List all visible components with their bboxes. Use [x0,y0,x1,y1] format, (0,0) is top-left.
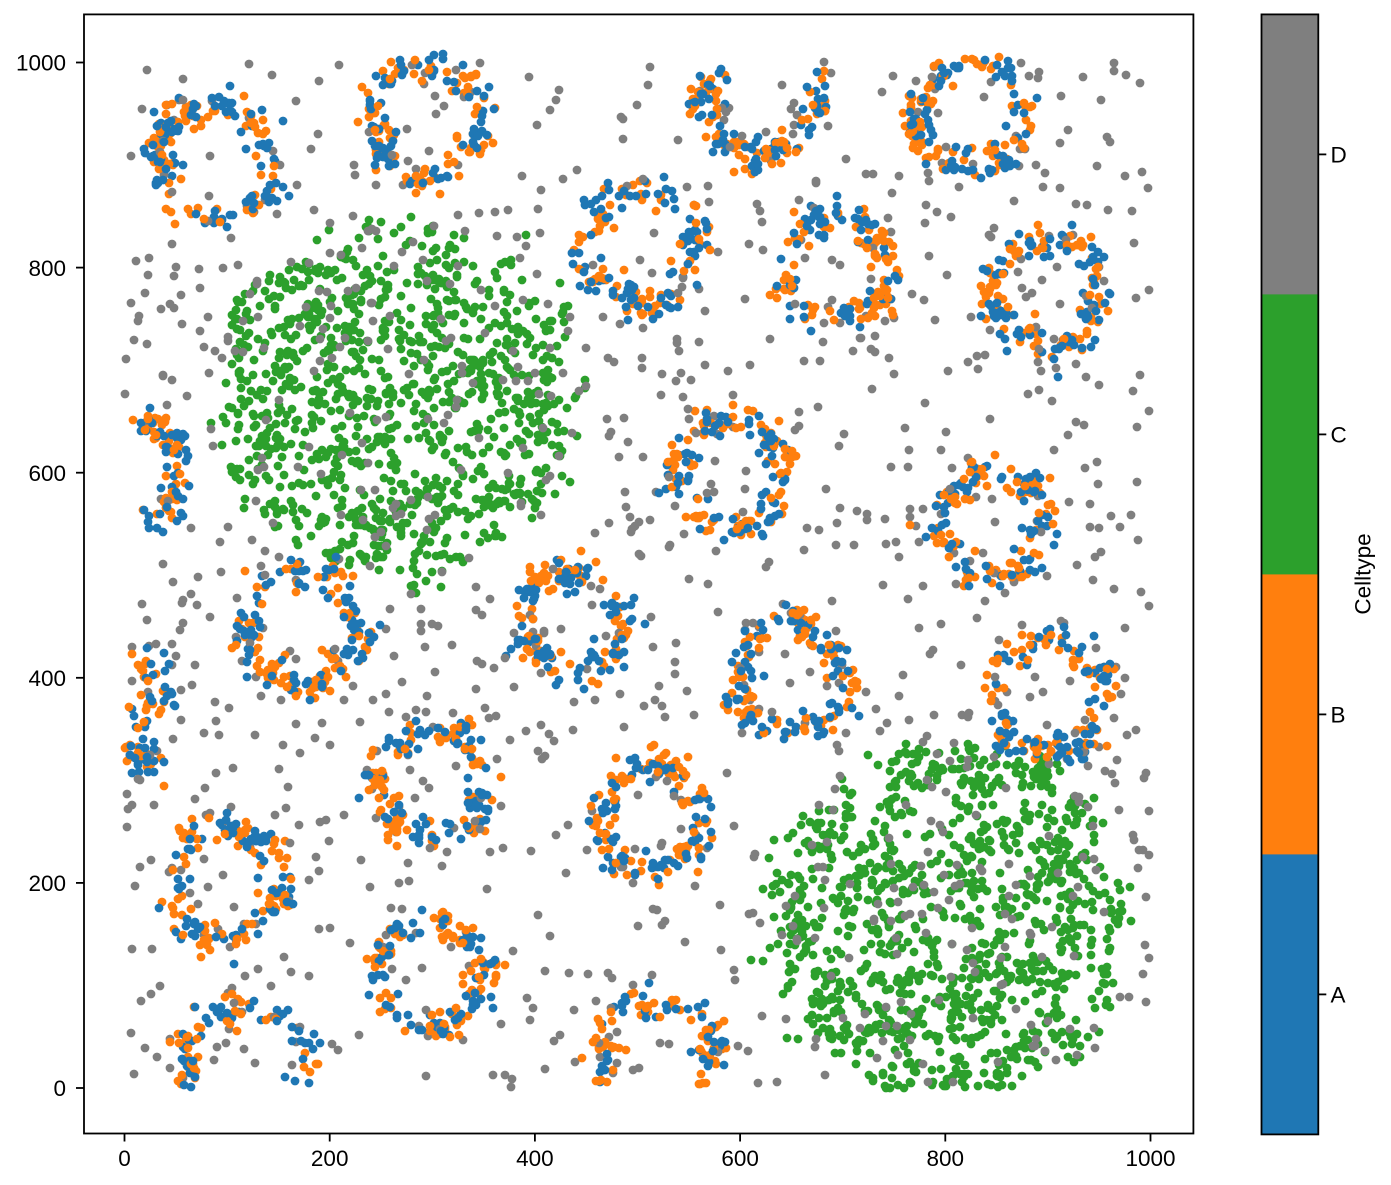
svg-text:600: 600 [721,1146,759,1171]
svg-text:800: 800 [927,1146,965,1171]
svg-text:0: 0 [118,1146,131,1171]
svg-text:400: 400 [516,1146,554,1171]
svg-text:0: 0 [53,1076,66,1101]
svg-text:800: 800 [28,256,66,281]
svg-text:D: D [1331,143,1347,168]
svg-text:A: A [1331,983,1346,1008]
svg-text:400: 400 [28,666,66,691]
svg-text:200: 200 [311,1146,349,1171]
svg-text:600: 600 [28,461,66,486]
svg-text:Celltype: Celltype [1351,533,1376,614]
svg-text:200: 200 [28,871,66,896]
svg-text:C: C [1331,423,1347,448]
svg-text:1000: 1000 [1125,1146,1175,1171]
svg-text:B: B [1331,703,1346,728]
svg-text:1000: 1000 [16,51,66,76]
